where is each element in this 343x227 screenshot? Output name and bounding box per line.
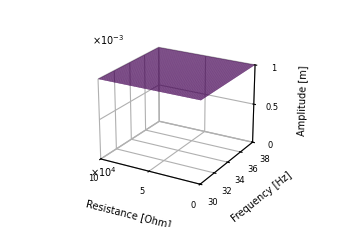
Text: $\times 10^{-3}$: $\times 10^{-3}$ [92, 33, 124, 47]
Y-axis label: Frequency [Hz]: Frequency [Hz] [229, 170, 293, 223]
X-axis label: Resistance [Ohm]: Resistance [Ohm] [85, 198, 172, 227]
Text: $\times 10^{4}$: $\times 10^{4}$ [90, 164, 116, 178]
